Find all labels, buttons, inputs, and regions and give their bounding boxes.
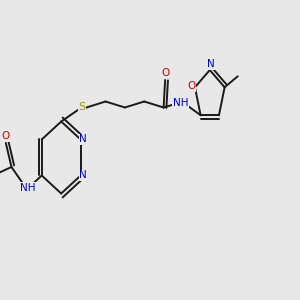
Text: O: O	[161, 68, 169, 79]
Text: NH: NH	[173, 98, 188, 107]
Text: O: O	[1, 131, 9, 142]
Text: N: N	[79, 170, 87, 181]
Text: N: N	[206, 59, 214, 69]
Text: NH: NH	[20, 183, 35, 193]
Text: S: S	[78, 103, 85, 112]
Text: O: O	[187, 81, 195, 91]
Text: N: N	[79, 134, 87, 145]
